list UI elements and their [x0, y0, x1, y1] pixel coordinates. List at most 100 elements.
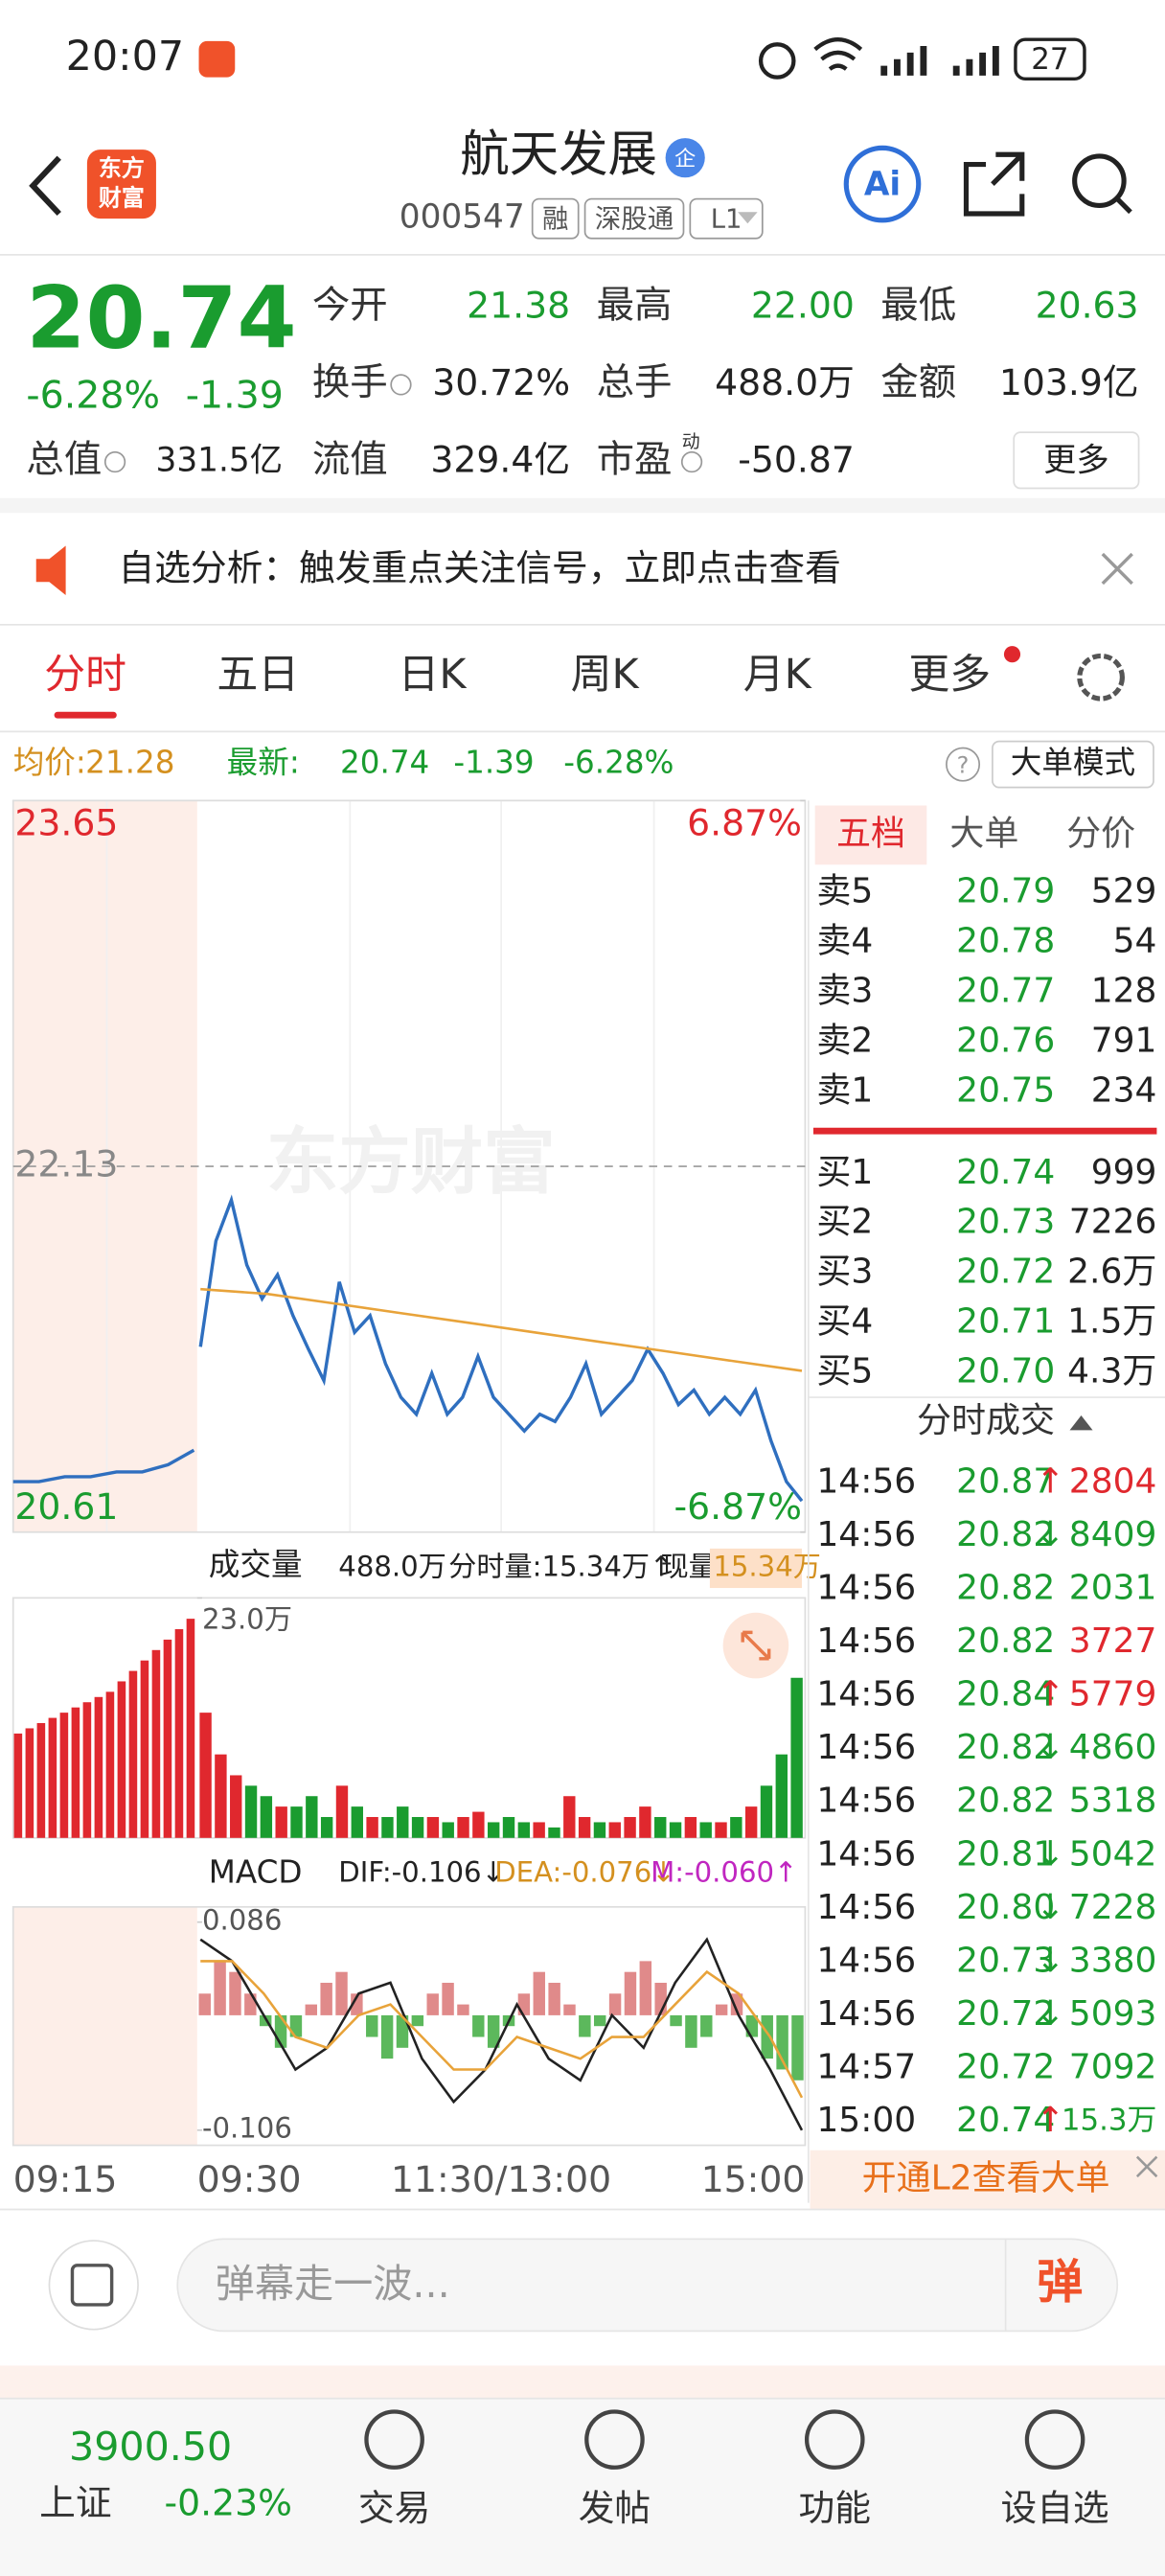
y-tick-label: 22.13	[14, 1143, 118, 1185]
volume-bar	[624, 1817, 636, 1838]
volume-bar	[320, 1817, 333, 1838]
help-label[interactable]: ?	[957, 751, 970, 778]
volume-period: 分时量:15.34万↑	[448, 1550, 673, 1582]
macd-bar	[517, 1993, 531, 2015]
tab[interactable]: 五日	[217, 651, 299, 699]
latest-label: 最新:	[227, 745, 300, 781]
share-button[interactable]	[963, 151, 1025, 217]
ob-tab[interactable]: 分价	[1066, 814, 1135, 853]
volume-title[interactable]: 成交量	[209, 1547, 303, 1583]
back-button[interactable]	[29, 155, 61, 217]
more-button[interactable]	[1013, 431, 1140, 490]
volume-bar	[128, 1670, 138, 1838]
stock-code: 000547	[400, 198, 525, 237]
l2-close[interactable]	[1135, 2155, 1158, 2178]
tab[interactable]: 分时	[44, 651, 126, 699]
index-name[interactable]: 上证	[39, 2482, 111, 2524]
notice-text[interactable]: 自选分析：触发重点关注信号，立即点击查看	[118, 547, 840, 589]
volume-bar	[411, 1817, 424, 1838]
logo-text: 东方	[99, 155, 145, 182]
logo	[86, 150, 156, 219]
macd-bar	[351, 1993, 363, 2015]
volume-bar	[151, 1649, 161, 1838]
volume-bar	[426, 1817, 440, 1838]
l2-banner[interactable]: 开通L2查看大单	[862, 2159, 1110, 2198]
help-icon[interactable]	[946, 747, 981, 782]
ob-label: 买5	[816, 1352, 873, 1392]
volume-bar	[563, 1796, 576, 1838]
more-label[interactable]: 更多	[1043, 442, 1109, 480]
y2-tick-label: 6.87%	[687, 802, 802, 844]
close-notice[interactable]	[1101, 552, 1133, 586]
speaker-icon	[35, 545, 66, 595]
ob-volume: 4.3万	[1067, 1352, 1156, 1392]
ob-tab[interactable]: 大单	[949, 814, 1018, 853]
comment-placeholder: 弹幕走一波...	[216, 2261, 450, 2307]
ob-price: 20.77	[956, 971, 1055, 1010]
volume-bar	[366, 1817, 378, 1838]
macd-dea: DEA:-0.076↓	[494, 1856, 674, 1889]
volume-bar	[82, 1702, 92, 1838]
macd-bar	[685, 2014, 697, 2048]
trade-price: 20.82	[956, 1568, 1055, 1607]
ob-label: 买1	[816, 1153, 873, 1192]
stat-label: 换手	[312, 360, 388, 404]
l2-banner-bg[interactable]	[810, 2150, 1165, 2210]
tab[interactable]: 更多	[908, 651, 991, 699]
comment-input[interactable]	[176, 2238, 1119, 2333]
comment-settings[interactable]	[48, 2240, 139, 2331]
volume-bar	[654, 1817, 667, 1838]
ob-price: 20.78	[956, 921, 1055, 960]
trades-title: 分时成交	[917, 1401, 1055, 1440]
nav-item[interactable]: 交易	[358, 2487, 430, 2529]
volume-bar	[199, 1713, 212, 1838]
search-button[interactable]	[1072, 153, 1127, 208]
macd-bar	[700, 2014, 713, 2037]
trade-price: 20.82	[956, 1782, 1055, 1821]
trade-price: 20.82	[956, 1515, 1055, 1554]
ob-label: 卖4	[816, 921, 873, 960]
trade-volume: 7092	[1069, 2048, 1157, 2087]
trade-time: 15:00	[816, 2101, 916, 2140]
avg-label: 均价:	[13, 745, 86, 781]
tab[interactable]: 周K	[571, 651, 641, 699]
expand-icon	[741, 1630, 771, 1661]
trade-volume: 5318	[1069, 1782, 1157, 1821]
volume-bar	[351, 1806, 363, 1838]
mode-button[interactable]	[992, 740, 1154, 789]
stat-value: 21.38	[467, 284, 570, 326]
macd-title[interactable]: MACD	[209, 1854, 303, 1891]
tab[interactable]: 日K	[399, 651, 468, 699]
stat-label: 市盈	[597, 438, 673, 482]
macd-bar	[305, 2004, 318, 2015]
ai-button[interactable]	[843, 145, 922, 223]
y-tick-label: 23.65	[14, 802, 118, 844]
trades-sort	[1069, 1414, 1093, 1431]
settings-button[interactable]	[1077, 653, 1125, 702]
index-value[interactable]: 3900.50	[69, 2424, 232, 2470]
nav-item[interactable]: 发帖	[579, 2487, 651, 2529]
trade-time: 14:56	[816, 1461, 916, 1501]
trade-volume: 3727	[1069, 1622, 1157, 1661]
ob-tab[interactable]: 五档	[836, 814, 905, 853]
y2-tick-label: -6.87%	[674, 1485, 802, 1528]
volume-bar	[140, 1660, 149, 1838]
stat-label: 金额	[880, 360, 956, 404]
comment-button[interactable]: 弹	[1037, 2255, 1083, 2309]
trade-time: 14:57	[816, 2048, 916, 2087]
volume-bar	[48, 1717, 57, 1838]
nav-item[interactable]: 功能	[799, 2487, 871, 2529]
stat-label: 最低	[880, 283, 956, 327]
ob-volume: 128	[1091, 971, 1157, 1010]
price-line	[198, 1194, 804, 1503]
index-change[interactable]: -0.23%	[165, 2482, 292, 2524]
volume-bar	[163, 1639, 172, 1838]
mode-label[interactable]: 大单模式	[1011, 745, 1135, 781]
trade-arrow: ↓	[1036, 1888, 1064, 1927]
tab[interactable]: 月K	[743, 651, 813, 699]
nav-item[interactable]: 设自选	[1001, 2487, 1109, 2529]
ob-label: 卖2	[816, 1021, 873, 1060]
macd-bar	[214, 1961, 226, 2015]
macd-bar	[396, 2014, 409, 2048]
ob-price: 20.70	[956, 1352, 1055, 1392]
